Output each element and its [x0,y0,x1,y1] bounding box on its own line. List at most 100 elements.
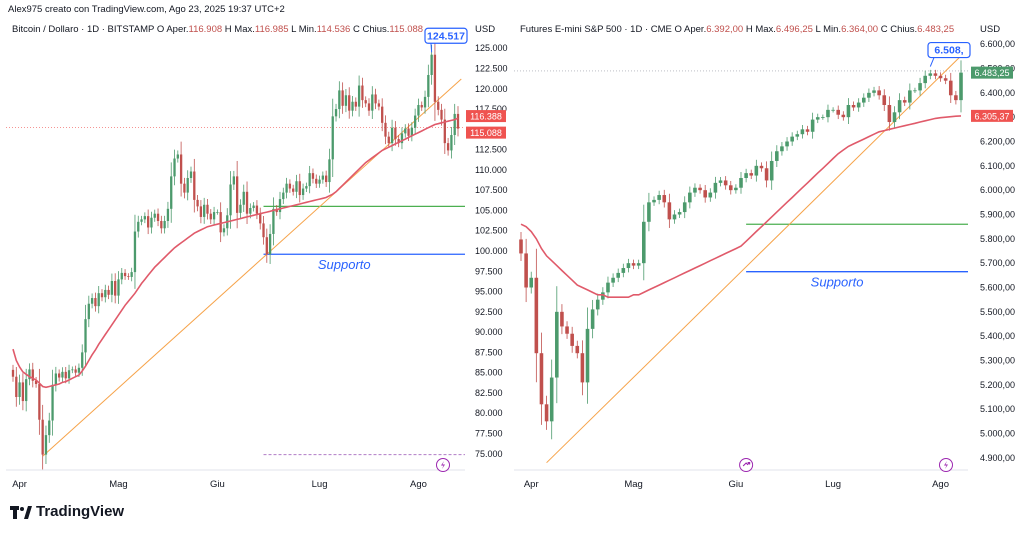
y-tick-label: 107.500 [475,185,508,195]
candle-body [400,133,404,144]
candle-body [739,178,743,188]
candle-body [529,277,534,288]
candle-body [759,165,764,169]
legend-c-key: C Chius. [881,24,917,35]
candle-body [836,109,840,115]
series-legend: Futures E-mini S&P 500 · 1D · CME O Aper… [520,24,954,35]
y-tick-label: 5.500,00 [980,307,1015,317]
candle-body [64,371,67,379]
x-tick-label: Lug [312,479,328,490]
candle-body [647,202,651,222]
credit-line: Alex975 creato con TradingView.com, Ago … [8,4,285,15]
candle-body [11,369,15,377]
legend-l-val: 6.364,00 [841,24,881,35]
candle-body [100,293,104,298]
candle-body [57,373,61,378]
candle-body [41,419,44,455]
candle-body [390,127,394,144]
tradingview-logo-icon [10,505,32,519]
y-tick-label: 125.000 [475,43,508,53]
ema-price-tag [971,109,1013,122]
y-tick-label: 105.000 [475,205,508,215]
candle-body [446,143,450,151]
candle-body [611,277,615,283]
candle-body [785,141,789,147]
candle-body [539,353,544,405]
lightning-icon[interactable] [939,458,953,472]
candle-body [232,176,236,185]
candle-body [897,100,902,113]
candle-body [84,319,87,353]
candle-body [867,92,871,98]
candle-body [453,113,456,136]
y-tick-label: 5.000,00 [980,429,1015,439]
candle-body [443,119,446,144]
peak-callout-pointer [430,43,433,53]
candle-body [199,206,203,217]
legend-c-val: 6.483,25 [917,24,954,35]
candle-body [404,128,407,134]
candle-body [351,101,354,111]
candle-body [427,74,430,97]
legend-c-val: 115.088 [389,24,423,35]
candle-body [616,272,620,278]
chart-panel-2: Futures E-mini S&P 500 · 1D · CME O Aper… [514,24,1015,490]
last-price-tag [971,66,1013,79]
candle-body [565,326,569,334]
legend-o-val: 116.908 [189,24,225,35]
candle-body [262,223,265,238]
candle-body [328,159,331,183]
y-tick-label: 5.700,00 [980,258,1015,268]
candle-body [938,75,943,79]
candle-body [872,90,876,93]
y-tick-label: 5.800,00 [980,234,1015,244]
lightning-icon[interactable] [436,458,450,472]
x-tick-label: Lug [825,479,841,490]
dividend-arrow-icon[interactable] [739,458,754,472]
y-tick-label: 80.000 [475,408,503,418]
candle-body [423,96,427,108]
candle-body [456,113,460,129]
candle-body [357,85,361,107]
y-tick-label: 5.600,00 [980,283,1015,293]
candle-body [292,188,295,192]
candle-body [775,151,779,161]
candle-body [163,220,166,229]
y-tick-label: 5.200,00 [980,380,1015,390]
candle-body [815,117,820,120]
candle-body [626,263,631,269]
candle-body [810,119,815,132]
candle-body [585,328,590,383]
candle-body [413,115,417,128]
candle-body [235,176,239,213]
candle-body [374,94,377,104]
y-tick-label: 97.500 [475,266,503,276]
support-label: Supporto [811,275,864,290]
candle-body [534,277,539,354]
series-name: Bitcoin / Dollaro · 1D · BITSTAMP [12,24,157,35]
candle-body [397,139,400,144]
candle-body [272,208,275,234]
legend-h-key: H Max. [225,24,255,35]
candle-body [657,195,661,200]
charts-canvas[interactable]: Bitcoin / Dollaro · 1D · BITSTAMP O Aper… [0,0,1024,500]
candle-body [570,333,574,346]
candle-body [259,213,262,224]
tradingview-logo[interactable]: TradingView [10,503,124,520]
candle-body [693,187,697,193]
candle-body [203,204,206,217]
candle-body [305,186,308,189]
candle-body [104,289,107,298]
candle-body [420,105,423,108]
candle-body [519,239,523,254]
lightning-icon-glyph [944,461,948,469]
candle-body [166,208,170,221]
candle-body [193,171,196,200]
candle-body [308,173,311,187]
legend-c-key: C Chius. [353,24,389,35]
candle-body [918,83,922,91]
x-tick-label: Giu [210,479,225,490]
candle-body [764,168,769,181]
arrow-icon-ring [739,458,754,472]
candle-body [48,420,51,436]
